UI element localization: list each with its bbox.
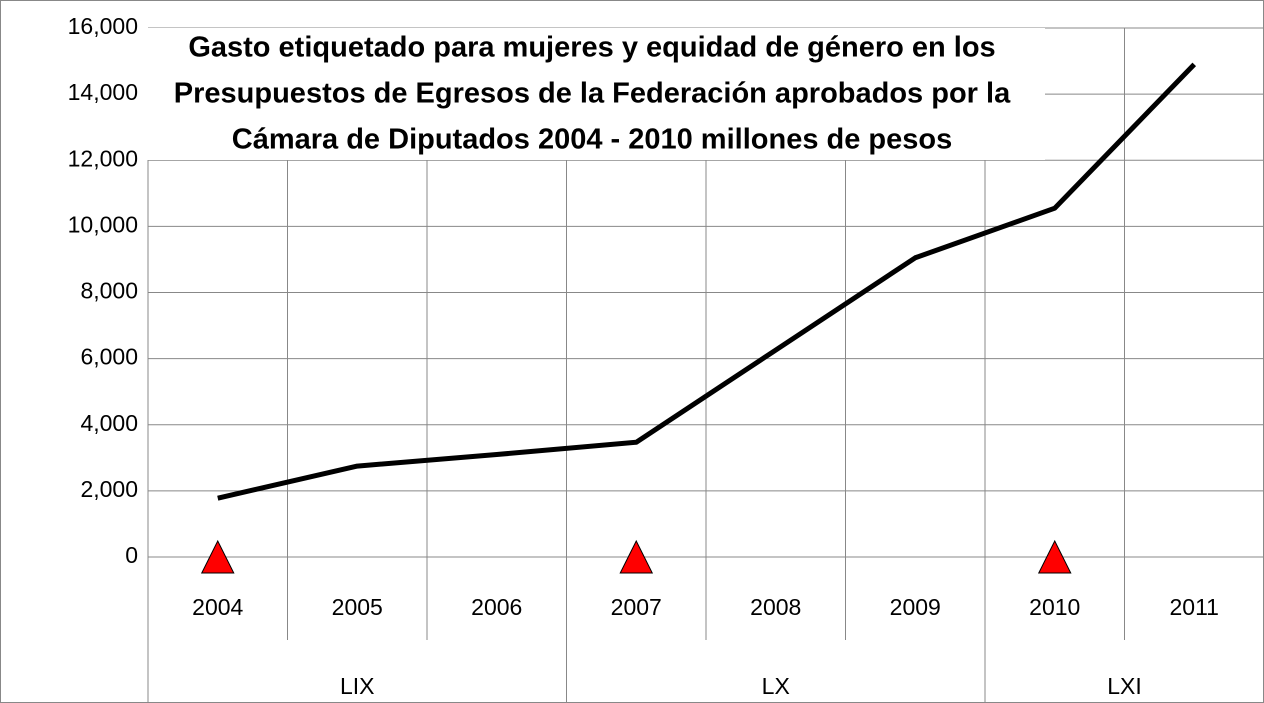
y-tick-label: 0	[125, 542, 138, 568]
y-tick-label: 12,000	[68, 145, 138, 171]
x-tick-label: 2010	[1029, 594, 1080, 620]
x-tick-label: 2005	[332, 594, 383, 620]
chart-title: Cámara de Diputados 2004 - 2010 millones…	[232, 124, 952, 156]
marker	[619, 539, 654, 574]
y-tick-label: 6,000	[80, 344, 138, 370]
y-tick-label: 10,000	[68, 211, 138, 237]
line	[217, 62, 1197, 501]
marks	[200, 62, 1197, 574]
y-tick-label: 2,000	[80, 476, 138, 502]
marker	[200, 539, 235, 574]
x-tick-label: 2006	[471, 594, 522, 620]
y-tick-label: 16,000	[68, 13, 138, 39]
group-label: LIX	[340, 673, 375, 699]
y-tick-label: 8,000	[80, 278, 138, 304]
group-label: LX	[762, 673, 790, 699]
group-label: LXI	[1107, 673, 1142, 699]
x-tick-label: 2009	[890, 594, 941, 620]
y-tick-label: 14,000	[68, 79, 138, 105]
x-tick-label: 2004	[192, 594, 243, 620]
chart-title: Gasto etiquetado para mujeres y equidad …	[188, 32, 995, 64]
x-tick-label: 2011	[1170, 594, 1219, 620]
chart-title: Presupuestos de Egresos de la Federación…	[174, 78, 1011, 110]
title-box	[140, 28, 1045, 160]
x-tick-label: 2008	[750, 594, 801, 620]
x-tick-label: 2007	[611, 594, 662, 620]
y-tick-label: 4,000	[80, 410, 138, 436]
marker	[1037, 539, 1072, 574]
